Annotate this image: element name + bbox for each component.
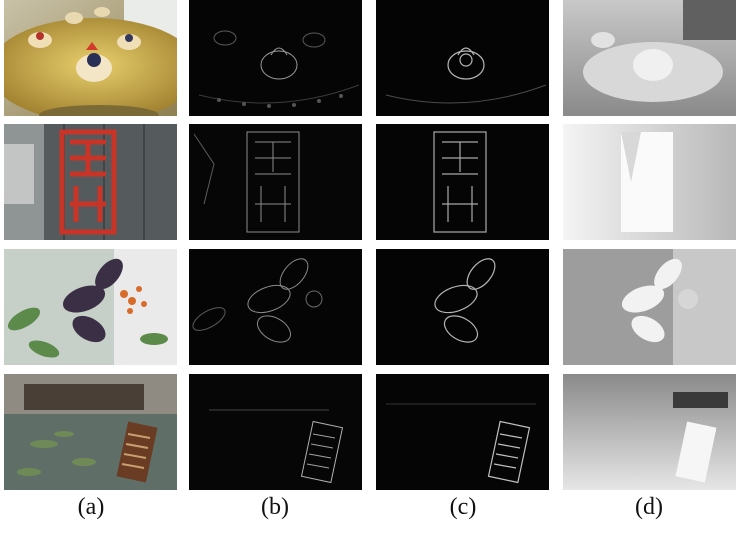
row2-col-c-edge-map xyxy=(376,124,549,240)
row1-col-b-edge-map xyxy=(189,0,362,116)
row3-col-d-depth-map xyxy=(563,249,736,365)
row4-col-b-edge-map xyxy=(189,374,362,490)
column-label-d: (d) xyxy=(635,494,663,520)
row1-col-d-depth-map xyxy=(563,0,736,116)
column-label-b: (b) xyxy=(261,494,289,520)
column-label-a: (a) xyxy=(77,494,105,520)
row2-col-d-depth-map xyxy=(563,124,736,240)
row2-col-a-photo xyxy=(4,124,177,240)
row3-col-c-edge-map xyxy=(376,249,549,365)
row1-col-c-edge-map xyxy=(376,0,549,116)
column-labels: (a) (b) (c) (d) xyxy=(0,493,740,523)
row3-col-b-edge-map xyxy=(189,249,362,365)
row3-col-a-photo xyxy=(4,249,177,365)
row4-col-a-photo xyxy=(4,374,177,490)
figure-grid xyxy=(4,0,736,490)
row4-col-d-depth-map xyxy=(563,374,736,490)
row4-col-c-edge-map xyxy=(376,374,549,490)
column-label-c: (c) xyxy=(449,494,477,520)
row1-col-a-photo xyxy=(4,0,177,116)
row2-col-b-edge-map xyxy=(189,124,362,240)
